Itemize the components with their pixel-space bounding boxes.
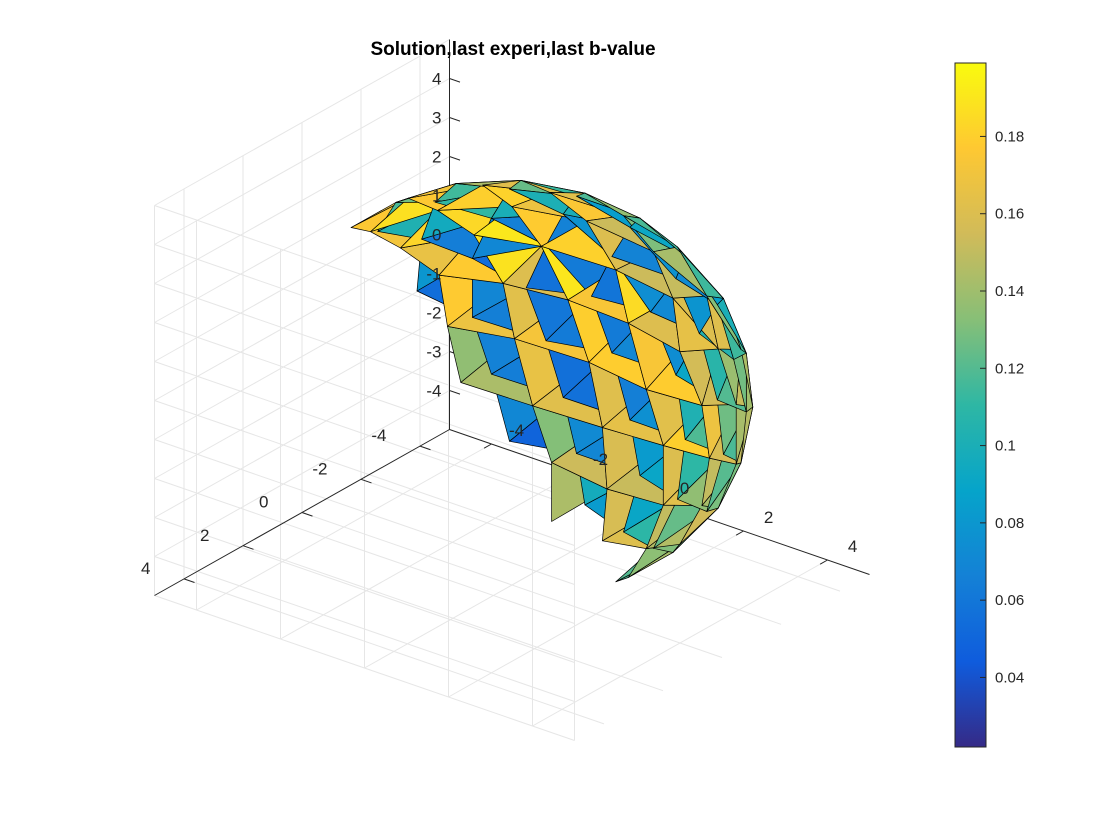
y-tick-label: -2 bbox=[312, 459, 327, 478]
grid-line-sidewall-z bbox=[154, 390, 450, 557]
x-tick-label: -4 bbox=[509, 421, 524, 440]
grid-line-sidewall-z bbox=[154, 351, 450, 518]
grid-line-sidewall-z bbox=[154, 234, 450, 401]
grid-line-sidewall-z bbox=[154, 117, 450, 284]
chart-title: Solution,last experi,last b-value bbox=[370, 39, 655, 60]
x-tick-label: 0 bbox=[680, 479, 689, 498]
x-tick-label: -2 bbox=[593, 450, 608, 469]
z-tick-mark bbox=[449, 78, 461, 83]
z-tick-label: 3 bbox=[432, 109, 441, 128]
axes-grid bbox=[154, 39, 841, 741]
y-tick-label: 0 bbox=[259, 493, 268, 512]
x-tick-label: 2 bbox=[764, 508, 773, 527]
grid-line-backwall-z bbox=[154, 400, 575, 546]
x-tick-mark bbox=[735, 530, 744, 536]
colorbar-tick-label: 0.18 bbox=[995, 128, 1024, 145]
z-tick-label: 1 bbox=[432, 187, 441, 206]
y-tick-mark bbox=[419, 445, 431, 451]
colorbar-tick-label: 0.08 bbox=[995, 515, 1024, 532]
z-tick-mark bbox=[449, 390, 461, 395]
y-tick-mark bbox=[242, 545, 254, 550]
x-tick-label: 4 bbox=[848, 537, 857, 556]
z-tick-mark bbox=[449, 156, 461, 161]
z-tick-label: 0 bbox=[432, 226, 441, 245]
z-tick-label: 2 bbox=[432, 148, 441, 167]
y-tick-mark bbox=[301, 512, 313, 517]
triangulated-sphere-surface bbox=[350, 179, 754, 583]
colorbar-ticks: 0.04 0.06 0.08 0.1 0.12 0.14 0.16 0.18 bbox=[980, 128, 1024, 686]
z-tick-label: 4 bbox=[432, 70, 441, 89]
colorbar-gradient bbox=[954, 62, 987, 748]
x-tick-mark bbox=[483, 443, 492, 449]
y-tick-label: -4 bbox=[371, 426, 386, 445]
y-tick-mark bbox=[183, 578, 195, 583]
x-tick-mark bbox=[819, 559, 828, 565]
grid-wall-edge bbox=[154, 39, 450, 206]
z-tick-label: -4 bbox=[426, 382, 441, 401]
grid-line-backwall-z bbox=[154, 517, 575, 663]
grid-line-sidewall-z bbox=[154, 273, 450, 440]
grid-line-backwall-z bbox=[154, 361, 575, 507]
colorbar-tick-label: 0.04 bbox=[995, 669, 1024, 686]
y-tick-label: 2 bbox=[200, 526, 209, 545]
z-tick-label: -2 bbox=[426, 304, 441, 323]
grid-line-backwall-z bbox=[154, 322, 575, 468]
y-tick-mark bbox=[360, 478, 372, 484]
y-tick-label: 4 bbox=[141, 559, 150, 578]
colorbar-tick-label: 0.16 bbox=[995, 206, 1024, 223]
z-tick-label: -1 bbox=[426, 265, 441, 284]
grid-line-floor-y bbox=[301, 512, 723, 658]
grid-line-backwall-z bbox=[154, 478, 575, 624]
colorbar: 0.04 0.06 0.08 0.1 0.12 0.14 0.16 0.18 bbox=[954, 62, 1024, 748]
colorbar-tick-label: 0.06 bbox=[995, 592, 1024, 609]
grid-line-sidewall-z bbox=[154, 312, 450, 479]
axis-tick-labels: -4 -2 0 2 4 -4 -2 0 2 4 -4 -3 -2 -1 0 1 2 3 4 bbox=[141, 70, 857, 579]
colorbar-tick-label: 0.14 bbox=[995, 283, 1024, 300]
z-tick-mark bbox=[449, 117, 461, 122]
colorbar-tick-label: 0.12 bbox=[995, 360, 1024, 377]
grid-line-backwall-z bbox=[154, 439, 575, 585]
grid-line-floor-y bbox=[360, 478, 782, 625]
z-tick-label: -3 bbox=[426, 343, 441, 362]
colorbar-tick-label: 0.1 bbox=[995, 438, 1016, 455]
surface-facet bbox=[677, 246, 724, 299]
grid-line-sidewall-z bbox=[154, 156, 450, 323]
grid-line-sidewall-z bbox=[154, 78, 450, 245]
grid-line-floor-y bbox=[242, 545, 664, 692]
grid-line-backwall-z bbox=[154, 556, 575, 702]
grid-line-floor-y bbox=[183, 578, 605, 725]
grid-wall-edge bbox=[154, 595, 575, 741]
